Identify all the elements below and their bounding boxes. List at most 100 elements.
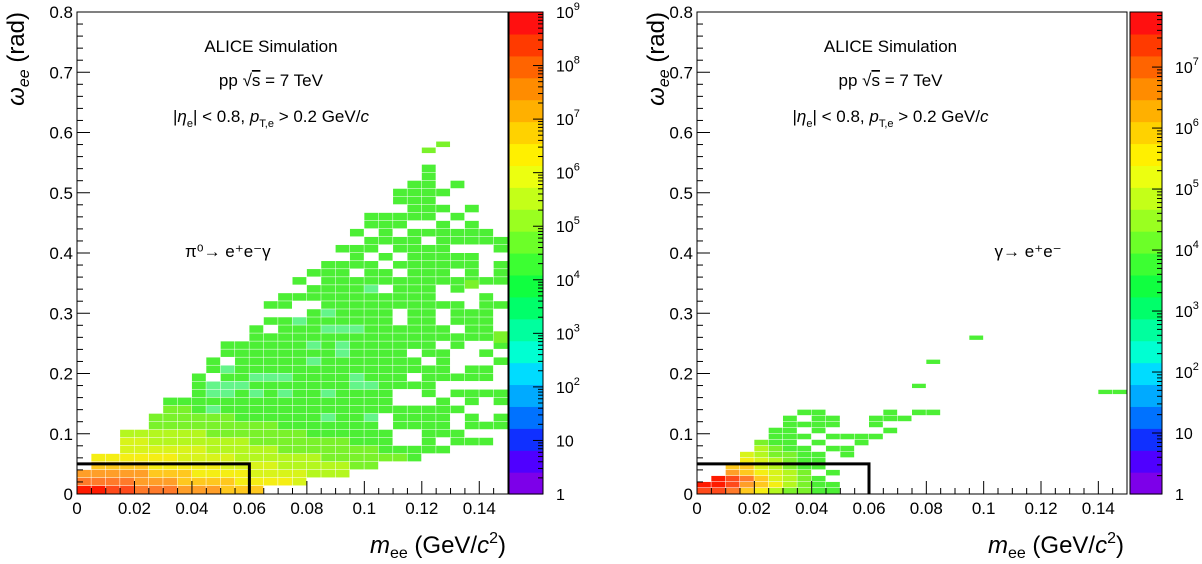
experiment-label: ALICE Simulation (204, 37, 337, 56)
heatmap-cell (711, 487, 726, 494)
heatmap-cell (321, 261, 336, 269)
heatmap-cell (263, 349, 278, 357)
heatmap-cell (450, 429, 465, 438)
heatmap-cell (77, 469, 91, 478)
heatmap-cell (235, 405, 249, 414)
heatmap-cell (148, 445, 163, 454)
heatmap-cell (249, 389, 264, 398)
color-bar-segment (509, 77, 543, 101)
heatmap-cell (220, 349, 235, 357)
process-label: γ→ e⁺e⁻ (995, 242, 1062, 261)
heatmap-cell (206, 421, 221, 430)
y-axis-title: ωee (rad) (3, 12, 33, 106)
heatmap-cell (278, 397, 292, 406)
heatmap-cell (134, 469, 149, 478)
heatmap-cell (349, 429, 364, 438)
heatmap-cell (306, 285, 321, 293)
heatmap-cell (493, 269, 508, 277)
heatmap-cell (464, 413, 479, 422)
color-bar-segment (509, 209, 543, 232)
heatmap-cell (725, 481, 740, 488)
color-bar: 1 10 102 103 104 105 106 107 108 109 (508, 1, 580, 504)
heatmap-cell (306, 421, 321, 430)
heatmap-cell (292, 277, 307, 285)
y-tick-label: 0.3 (669, 304, 693, 323)
heatmap-cell (783, 439, 797, 446)
heatmap-cell (91, 461, 106, 470)
heatmap-cell (768, 433, 783, 440)
heatmap-cell (120, 429, 134, 438)
heatmap-cell (306, 405, 321, 414)
heatmap-cell (206, 453, 221, 462)
heatmap-cell (349, 413, 364, 422)
heatmap-cell (811, 475, 826, 482)
heatmap-cell (421, 172, 436, 181)
heatmap-cell (321, 445, 336, 454)
heatmap-cell (407, 228, 422, 237)
heatmap-cell (436, 261, 451, 269)
heatmap-cell (163, 461, 178, 470)
heatmap-cell (349, 301, 364, 309)
heatmap-cell (335, 285, 350, 293)
heatmap-cell (263, 445, 278, 454)
heatmap-cell (393, 196, 407, 205)
color-bar-segment (509, 362, 543, 386)
color-bar-segment (1130, 428, 1162, 451)
heatmap-cell (148, 413, 163, 422)
color-bar-segment (509, 450, 543, 473)
heatmap-cell (783, 433, 797, 440)
heatmap-cell (335, 429, 350, 438)
heatmap-cell (854, 433, 869, 440)
heatmap-cell (493, 357, 508, 365)
color-bar-segment (1130, 340, 1162, 364)
heatmap-cell (206, 413, 221, 422)
heatmap-cell (811, 439, 826, 446)
heatmap-cell (378, 357, 393, 365)
heatmap-cell (407, 212, 422, 221)
heatmap-cell (349, 244, 364, 253)
heatmap-cell (378, 317, 393, 325)
heatmap-cell (436, 397, 451, 406)
heatmap-cell (783, 475, 797, 482)
color-bar-segment (509, 384, 543, 407)
heatmap-cell (235, 397, 249, 406)
heatmap-cell (292, 429, 307, 438)
heatmap-cell (278, 333, 292, 341)
color-bar-tick-label: 102 (556, 376, 580, 397)
heatmap-cell (697, 481, 711, 488)
heatmap-cell (493, 331, 508, 343)
x-tick-label: 0 (72, 499, 81, 518)
heatmap-cell (393, 413, 407, 422)
heatmap-cell (349, 357, 364, 365)
heatmap-cell (811, 415, 826, 422)
heatmap-cell (278, 349, 292, 357)
heatmap-cell (421, 147, 436, 154)
heatmap-cell (335, 309, 350, 317)
heatmap-cell (436, 141, 451, 148)
heatmap-cell (912, 383, 926, 389)
heatmap-cell (163, 477, 178, 486)
heatmap-cell (306, 437, 321, 446)
heatmap-cell (306, 317, 321, 325)
heatmap-cell (306, 349, 321, 357)
heatmap-cell (407, 244, 422, 253)
heatmap-cell (278, 461, 292, 470)
heatmap-cell (148, 485, 163, 494)
heatmap-cell (493, 413, 508, 422)
heatmap-cell (826, 433, 840, 440)
y-axis: 0 0.1 0.2 0.3 0.4 0.5 0.6 0.7 0.8 (669, 3, 710, 504)
heatmap-cell (436, 228, 451, 237)
color-bar-tick-label: 104 (556, 269, 580, 290)
heatmap-cell (797, 421, 812, 428)
heatmap-cell (163, 397, 178, 406)
heatmap-cell (292, 477, 307, 486)
heatmap-cell (464, 269, 479, 277)
heatmap-cell (263, 437, 278, 446)
heatmap-cell (479, 365, 494, 373)
heatmap-cell (969, 335, 984, 340)
heatmap-cell (292, 381, 307, 390)
heatmap-cell (407, 269, 422, 277)
heatmap-cell (235, 429, 249, 438)
heatmap-cell (378, 445, 393, 454)
